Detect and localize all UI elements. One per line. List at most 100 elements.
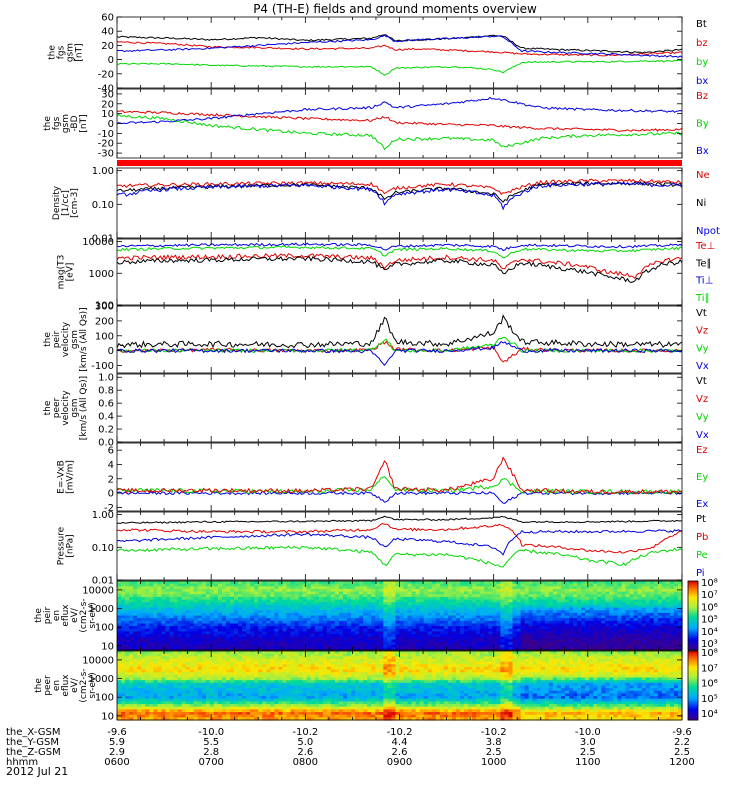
heatmap-cell: [363, 628, 368, 633]
heatmap-cell: [141, 636, 146, 640]
heatmap-cell: [125, 658, 130, 663]
heatmap-cell: [613, 599, 619, 603]
heatmap-cell: [149, 594, 154, 598]
heatmap-cell: [189, 596, 195, 601]
heatmap-cell: [435, 628, 441, 633]
heatmap-cell: [205, 712, 211, 716]
heatmap-cell: [161, 618, 167, 622]
heatmap-cell: [460, 642, 465, 646]
heatmap-cell: [298, 607, 304, 611]
heatmap-cell: [149, 599, 154, 603]
heatmap-cell: [165, 709, 171, 713]
heatmap-cell: [593, 628, 598, 633]
heatmap-cell: [573, 628, 578, 633]
heatmap-cell: [492, 620, 497, 625]
heatmap-cell: [189, 644, 195, 648]
heatmap-cell: [117, 623, 122, 627]
heatmap-cell: [326, 607, 332, 611]
heatmap-cell: [427, 596, 433, 601]
heatmap-cell: [645, 596, 651, 601]
heatmap-cell: [581, 599, 586, 603]
heatmap-cell: [564, 596, 570, 601]
heatmap-cell: [613, 615, 619, 619]
heatmap-cell: [274, 623, 280, 627]
heatmap-cell: [117, 591, 122, 595]
heatmap-cell: [338, 626, 344, 630]
heatmap-cell: [520, 607, 526, 611]
heatmap-cell: [665, 588, 671, 593]
heatmap-cell: [427, 644, 433, 648]
heatmap-cell: [262, 596, 267, 601]
heatmap-cell: [157, 602, 162, 606]
heatmap-cell: [165, 658, 171, 663]
y-axis-label: E=-VxB: [57, 460, 67, 494]
heatmap-cell: [209, 680, 215, 684]
heatmap-cell: [185, 666, 191, 671]
heatmap-cell: [314, 602, 320, 606]
heatmap-cell: [318, 596, 324, 601]
heatmap-cell: [480, 615, 485, 619]
heatmap-cell: [504, 581, 510, 585]
heatmap-cell: [516, 591, 522, 595]
heatmap-cell: [314, 610, 320, 614]
heatmap-cell: [387, 626, 393, 630]
heatmap-cell: [338, 610, 344, 614]
heatmap-cell: [201, 677, 207, 681]
heatmap-cell: [677, 639, 683, 643]
heatmap-cell: [181, 628, 187, 633]
heatmap-cell: [520, 583, 526, 587]
heatmap-cell: [435, 604, 441, 609]
heatmap-cell: [137, 583, 142, 587]
heatmap-cell: [213, 642, 219, 646]
heatmap-cell: [661, 596, 667, 601]
heatmap-cell: [419, 588, 425, 593]
heatmap-cell: [153, 704, 158, 708]
heatmap-cell: [585, 599, 590, 603]
heatmap-cell: [169, 626, 175, 630]
heatmap-cell: [617, 639, 623, 643]
heatmap-cell: [165, 636, 171, 640]
heatmap-cell: [121, 591, 126, 595]
heatmap-cell: [213, 628, 219, 633]
heatmap-cell: [633, 631, 639, 635]
heatmap-cell: [157, 581, 162, 585]
heatmap-cell: [318, 628, 324, 633]
heatmap-cell: [213, 588, 219, 593]
heatmap-cell: [560, 636, 566, 640]
heatmap-cell: [270, 644, 275, 648]
heatmap-cell: [201, 620, 207, 625]
heatmap-cell: [177, 701, 183, 705]
heatmap-cell: [585, 612, 590, 617]
heatmap-cell: [230, 647, 235, 651]
heatmap-cell: [338, 644, 344, 648]
heatmap-cell: [254, 612, 259, 617]
heatmap-cell: [169, 712, 175, 716]
heatmap-cell: [447, 610, 453, 614]
heatmap-cell: [343, 583, 348, 587]
y-tick-label: 4: [108, 460, 114, 471]
heatmap-cell: [173, 696, 179, 700]
heatmap-cell: [435, 639, 441, 643]
heatmap-cell: [177, 682, 183, 687]
heatmap-cell: [532, 626, 538, 630]
heatmap-cell: [141, 656, 146, 660]
heatmap-cell: [302, 588, 308, 593]
heatmap-cell: [415, 623, 421, 627]
heatmap-cell: [552, 588, 558, 593]
heatmap-cell: [544, 594, 550, 598]
heatmap-cell: [657, 642, 663, 646]
heatmap-cell: [456, 631, 461, 635]
heatmap-cell: [141, 642, 146, 646]
heatmap-cell: [193, 615, 199, 619]
series-line-Ez: [117, 456, 682, 495]
heatmap-cell: [657, 586, 663, 590]
series-group: [117, 314, 682, 366]
heatmap-cell: [201, 583, 207, 587]
heatmap-cell: [653, 636, 659, 640]
heatmap-cell: [589, 604, 594, 609]
heatmap-cell: [621, 599, 627, 603]
heatmap-cell: [157, 612, 162, 617]
heatmap-cell: [649, 618, 655, 622]
heatmap-cell: [500, 628, 506, 633]
heatmap-cell: [621, 634, 627, 638]
